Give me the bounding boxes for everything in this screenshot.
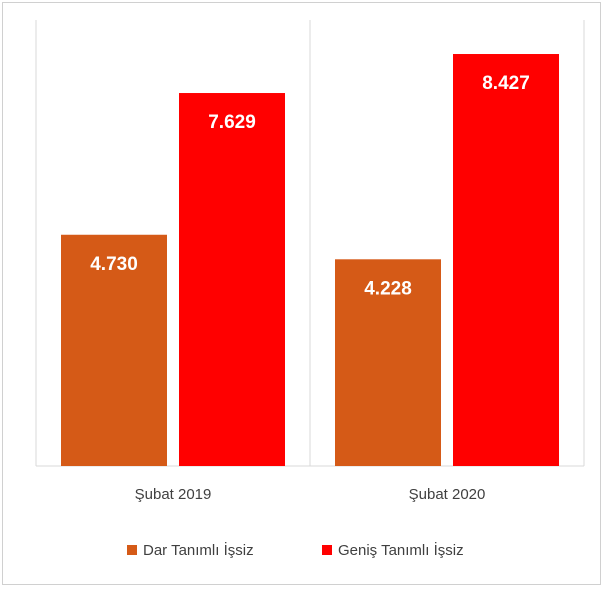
legend-swatch: [322, 545, 332, 555]
x-tick-label: Şubat 2020: [409, 486, 486, 503]
legend-swatch: [127, 545, 137, 555]
data-label: 7.629: [208, 112, 256, 133]
bar: [179, 93, 285, 466]
legend-label: Dar Tanımlı İşsiz: [143, 541, 254, 559]
bar: [61, 234, 167, 466]
data-label: 4.730: [90, 254, 138, 275]
legend-label: Geniş Tanımlı İşsiz: [338, 541, 464, 559]
bar: [453, 54, 559, 466]
data-label: 4.228: [364, 278, 412, 299]
data-label: 8.427: [482, 73, 530, 94]
x-tick-label: Şubat 2019: [135, 486, 212, 503]
bar: [335, 259, 441, 466]
